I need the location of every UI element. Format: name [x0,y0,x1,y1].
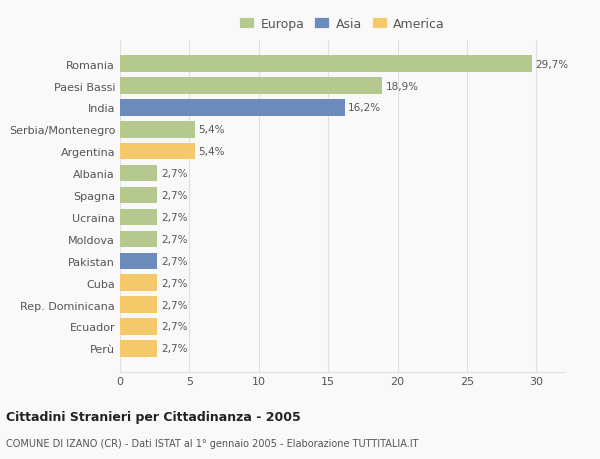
Text: 2,7%: 2,7% [161,344,187,353]
Legend: Europa, Asia, America: Europa, Asia, America [239,18,445,31]
Bar [120,56,532,73]
Text: 5,4%: 5,4% [199,147,225,157]
Text: 2,7%: 2,7% [161,169,187,179]
Bar [120,297,157,313]
Text: 29,7%: 29,7% [536,60,569,69]
Bar [120,144,195,160]
Bar [120,209,157,226]
Bar [120,253,157,269]
Bar [120,231,157,247]
Text: 2,7%: 2,7% [161,256,187,266]
Text: 2,7%: 2,7% [161,322,187,332]
Text: 2,7%: 2,7% [161,213,187,223]
Text: 2,7%: 2,7% [161,190,187,201]
Text: 2,7%: 2,7% [161,235,187,244]
Bar [120,341,157,357]
Bar [120,275,157,291]
Text: 16,2%: 16,2% [348,103,382,113]
Text: 2,7%: 2,7% [161,278,187,288]
Bar [120,122,195,138]
Bar [120,319,157,335]
Bar [120,100,345,117]
Text: 5,4%: 5,4% [199,125,225,135]
Text: 18,9%: 18,9% [386,81,419,91]
Text: Cittadini Stranieri per Cittadinanza - 2005: Cittadini Stranieri per Cittadinanza - 2… [6,410,301,423]
Bar [120,78,382,95]
Bar [120,166,157,182]
Text: 2,7%: 2,7% [161,300,187,310]
Bar [120,187,157,204]
Text: COMUNE DI IZANO (CR) - Dati ISTAT al 1° gennaio 2005 - Elaborazione TUTTITALIA.I: COMUNE DI IZANO (CR) - Dati ISTAT al 1° … [6,438,419,448]
